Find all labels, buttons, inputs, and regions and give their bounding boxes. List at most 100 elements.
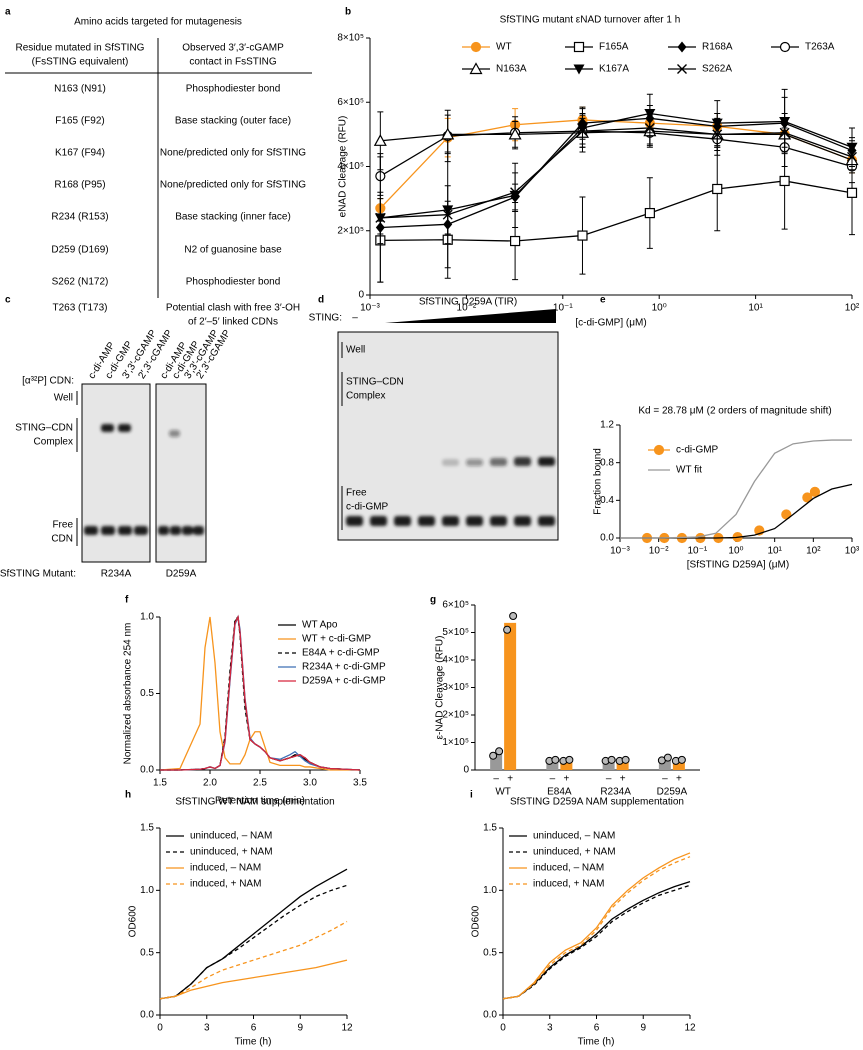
gel-label: STING–CDN: [15, 423, 73, 434]
gel-label: Free: [52, 520, 73, 531]
data-point: [510, 187, 521, 198]
legend-label: F165A: [599, 42, 629, 53]
table-header: Residue mutated in SfSTING: [16, 43, 145, 54]
y-tick-label: 6×10⁵: [337, 97, 364, 108]
panel-label: e: [600, 295, 606, 306]
gel-label: R234A: [101, 569, 132, 580]
data-point: [779, 175, 790, 187]
replicate-point: [551, 755, 560, 764]
y-tick-label: 8×10⁵: [337, 33, 364, 44]
x-tick-label: 3.0: [303, 778, 317, 789]
x-tick-label: 10¹: [748, 303, 763, 314]
x-tick-label: 10²: [845, 303, 860, 314]
y-tick-label: 0: [358, 290, 364, 301]
bar: [616, 760, 629, 770]
gel-label: CDN: [51, 534, 73, 545]
x-tick-label: 10⁻¹: [687, 546, 707, 557]
bar-group-label: +: [620, 774, 626, 785]
table-cell: None/predicted only for SfSTING: [160, 148, 306, 159]
panel-label: h: [125, 790, 131, 801]
bar: [504, 622, 517, 770]
y-tick-label: 1.5: [140, 823, 154, 834]
bar: [546, 760, 559, 770]
y-axis-label: ε-NAD Cleavage (RFU): [435, 636, 446, 740]
series-line: [502, 856, 691, 1000]
y-tick-label: 1.0: [140, 612, 154, 623]
y-axis-label: OD600: [128, 905, 139, 937]
table-cell: R168 (P95): [54, 180, 105, 191]
x-tick-label: 10⁻²: [649, 546, 669, 557]
table-cell: D259 (D169): [51, 245, 108, 256]
x-tick-label: 1.5: [153, 778, 167, 789]
y-tick-label: 1.0: [483, 885, 497, 896]
gel-label: [α³²P] CDN:: [22, 376, 74, 387]
replicate-point: [509, 612, 518, 620]
x-tick-label: 0: [157, 1023, 163, 1034]
x-tick-label: 10⁰: [728, 546, 743, 557]
data-point: [573, 41, 585, 53]
data-point: [509, 235, 521, 247]
gel-label: D259A: [166, 569, 197, 580]
chart-title: SfSTING mutant εNAD turnover after 1 h: [500, 15, 681, 26]
data-point: [712, 129, 723, 140]
gel-background: [337, 331, 559, 541]
x-tick-label: 12: [341, 1023, 353, 1034]
x-tick-label: 0: [500, 1023, 506, 1034]
series-line: [502, 852, 691, 1000]
x-tick-label: 10⁻²: [457, 303, 477, 314]
bar: [658, 759, 671, 770]
legend-label: induced, – NAM: [533, 863, 604, 874]
series-line: [380, 180, 853, 242]
x-tick-label: 9: [640, 1023, 646, 1034]
table-cell: N163 (N91): [54, 84, 106, 95]
data-point: [846, 187, 858, 198]
legend-label: T263A: [805, 42, 835, 53]
y-tick-label: 0.5: [483, 947, 497, 958]
legend-label: uninduced, – NAM: [190, 831, 272, 842]
legend-label: WT + c-di-GMP: [302, 634, 371, 645]
series-line: [380, 130, 853, 161]
x-axis-label: Time (h): [578, 1037, 615, 1048]
data-point: [375, 212, 386, 223]
y-tick-label: 3×10⁵: [442, 682, 469, 693]
panel-label: a: [5, 7, 11, 18]
replicate-point: [565, 755, 574, 764]
bar: [672, 760, 685, 770]
table-title: Amino acids targeted for mutagenesis: [74, 17, 242, 28]
x-tick-label: 3: [547, 1023, 553, 1034]
x-tick-label: WT: [495, 787, 511, 798]
data-point: [644, 122, 655, 133]
legend-label: induced, + NAM: [190, 879, 261, 890]
replicate-point: [621, 755, 630, 764]
y-tick-label: 0.0: [140, 1010, 154, 1021]
gel-bands: [346, 457, 555, 526]
y-tick-label: 0.4: [600, 495, 614, 506]
bar-group-label: +: [676, 774, 682, 785]
data-point: [779, 127, 790, 138]
y-tick-label: 0.0: [600, 533, 614, 544]
panel-label: c: [5, 295, 11, 306]
legend-label: S262A: [702, 64, 732, 75]
legend-label: uninduced, + NAM: [533, 847, 616, 858]
gel-label: STING–CDN: [346, 377, 404, 388]
x-axis-label: Retention time (min): [215, 796, 305, 807]
legend-label: WT Apo: [302, 620, 338, 631]
replicate-point: [663, 753, 672, 762]
series-line: [160, 614, 361, 771]
series-line: [502, 884, 691, 1000]
replicate-point: [489, 751, 498, 760]
series-line: [620, 439, 852, 539]
panel-label: f: [125, 595, 129, 606]
data-point: [653, 444, 665, 456]
table-cell: of 2′–5′ linked CDNs: [188, 317, 278, 328]
table-cell: Phosphodiester bond: [186, 277, 281, 288]
x-tick-label: 2.0: [203, 778, 217, 789]
data-point: [677, 64, 687, 74]
x-tick-label: R234A: [600, 787, 631, 798]
data-point: [373, 134, 387, 146]
y-tick-label: 1×10⁵: [442, 737, 469, 748]
replicate-point: [677, 755, 686, 764]
gel-label: STING:: [309, 313, 342, 324]
x-tick-label: 6: [594, 1023, 600, 1034]
